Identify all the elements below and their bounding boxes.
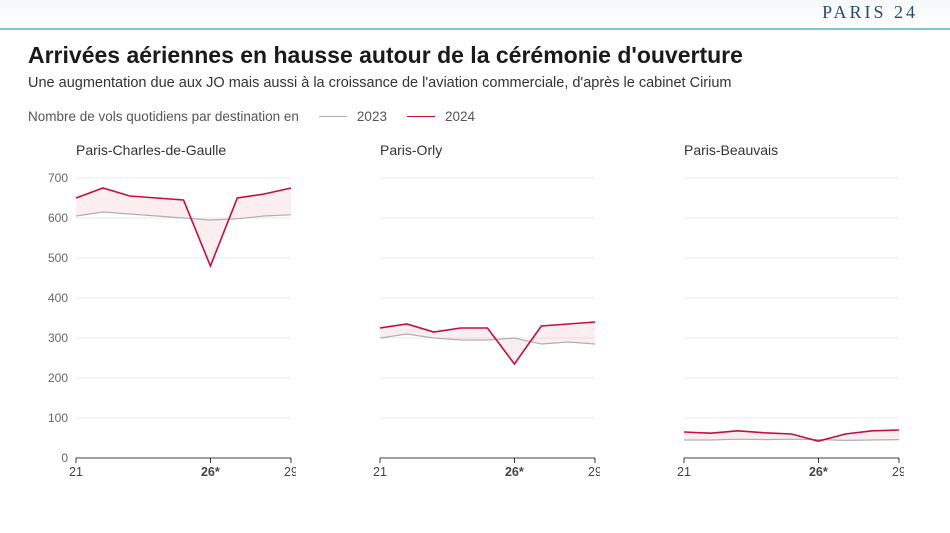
legend-prefix: Nombre de vols quotidiens par destinatio… xyxy=(28,109,299,124)
legend-label-2024: 2024 xyxy=(445,109,475,124)
legend-swatch-2024 xyxy=(407,116,435,117)
legend: Nombre de vols quotidiens par destinatio… xyxy=(28,109,922,124)
content-area: Arrivées aériennes en hausse autour de l… xyxy=(0,30,950,492)
chart-panel-title: Paris-Charles-de-Gaulle xyxy=(36,142,296,158)
chart-panel-title: Paris-Orly xyxy=(340,142,600,158)
legend-swatch-2023 xyxy=(319,116,347,117)
svg-text:400: 400 xyxy=(48,291,68,305)
svg-text:100: 100 xyxy=(48,411,68,425)
header-bar: PARIS 24 xyxy=(0,0,950,30)
svg-text:500: 500 xyxy=(48,251,68,265)
chart-panel: Paris-Beauvais 21 26* 29 xyxy=(644,142,904,492)
legend-label-2023: 2023 xyxy=(357,109,387,124)
chart-panel-title: Paris-Beauvais xyxy=(644,142,904,158)
charts-row: Paris-Charles-de-Gaulle 0 100 200 300 400 500 6… xyxy=(28,142,922,492)
svg-text:26*: 26* xyxy=(809,465,828,479)
svg-text:200: 200 xyxy=(48,371,68,385)
chart-title: Arrivées aériennes en hausse autour de l… xyxy=(28,42,922,69)
svg-text:29: 29 xyxy=(588,465,600,479)
chart-panel: Paris-Orly 21 26* 29 xyxy=(340,142,600,492)
svg-text:29: 29 xyxy=(892,465,904,479)
svg-text:21: 21 xyxy=(677,465,691,479)
svg-text:29: 29 xyxy=(284,465,296,479)
paris24-logo: PARIS 24 xyxy=(822,2,918,23)
svg-text:0: 0 xyxy=(61,451,68,465)
chart-svg: 21 26* 29 xyxy=(340,168,600,492)
svg-text:26*: 26* xyxy=(201,465,220,479)
chart-subtitle: Une augmentation due aux JO mais aussi à… xyxy=(28,75,922,91)
chart-svg: 21 26* 29 xyxy=(644,168,904,492)
svg-text:700: 700 xyxy=(48,171,68,185)
svg-text:300: 300 xyxy=(48,331,68,345)
chart-panel: Paris-Charles-de-Gaulle 0 100 200 300 400 500 6… xyxy=(36,142,296,492)
svg-text:600: 600 xyxy=(48,211,68,225)
svg-text:21: 21 xyxy=(69,465,83,479)
chart-svg: 0 100 200 300 400 500 600 700 21 26* 29 xyxy=(36,168,296,492)
svg-text:21: 21 xyxy=(373,465,387,479)
svg-text:26*: 26* xyxy=(505,465,524,479)
